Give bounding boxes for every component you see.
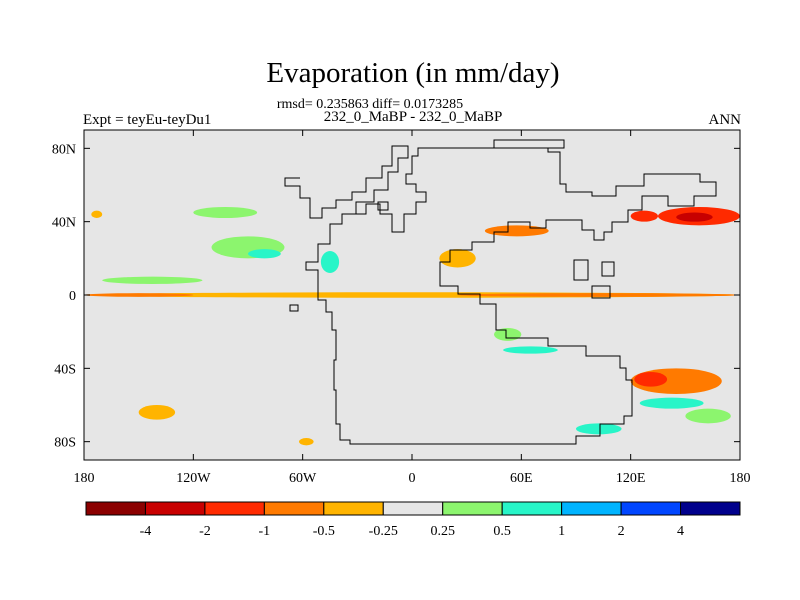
anomaly-region-6 bbox=[248, 249, 281, 259]
y-tick-label-0: 80N bbox=[52, 142, 76, 157]
x-tick-label-3: 0 bbox=[409, 471, 416, 486]
x-tick-label-2: 60W bbox=[289, 471, 317, 486]
anomaly-region-16 bbox=[576, 423, 622, 435]
chart-title: Evaporation (in mm/day) bbox=[266, 57, 559, 89]
colorbar-box-10 bbox=[680, 501, 741, 516]
colorbar-box-4 bbox=[323, 501, 384, 516]
coastline-island-c bbox=[573, 259, 589, 281]
anomaly-region-3 bbox=[102, 276, 203, 285]
x-tick-label-1: 120W bbox=[176, 471, 211, 486]
colorbar-box-9 bbox=[620, 501, 682, 516]
colorbar-label-1: -2 bbox=[199, 524, 211, 539]
colorbar-box-5 bbox=[382, 501, 444, 516]
x-axis: 180 120W 60W 0 60E 120E 180 bbox=[74, 130, 751, 486]
anomaly-region-11 bbox=[630, 210, 658, 222]
colorbar-label-7: 1 bbox=[558, 524, 565, 539]
y-tick-label-1: 40N bbox=[52, 216, 76, 231]
colorbar-box-8 bbox=[561, 501, 622, 516]
colorbar-box-7 bbox=[501, 501, 563, 516]
colorbar-label-5: 0.25 bbox=[430, 524, 455, 539]
anomaly-region-2 bbox=[457, 293, 740, 297]
x-tick-label-0: 180 bbox=[74, 471, 95, 486]
colorbar-label-6: 0.5 bbox=[493, 524, 511, 539]
colorbar-box-3 bbox=[263, 501, 325, 516]
colorbar-box-0 bbox=[85, 501, 146, 516]
colorbar-label-9: 4 bbox=[677, 524, 684, 539]
coastline-island-e bbox=[377, 201, 389, 211]
coastline-island-b bbox=[591, 285, 611, 299]
stats-label: rmsd= 0.235863 diff= 0.0173285 bbox=[277, 97, 463, 112]
x-tick-label-6: 180 bbox=[730, 471, 751, 486]
coastline-america bbox=[284, 145, 717, 445]
subtitle: 232_0_MaBP - 232_0_MaBP bbox=[324, 109, 503, 125]
anomaly-region-5 bbox=[193, 207, 258, 218]
anomaly-region-14 bbox=[639, 397, 704, 409]
anomaly-region-20 bbox=[503, 346, 558, 354]
anomaly-region-21 bbox=[299, 438, 314, 446]
coastline-island-d bbox=[493, 139, 565, 149]
anomaly-region-8 bbox=[91, 210, 103, 218]
anomaly-region-15 bbox=[685, 408, 731, 424]
y-tick-label-4: 80S bbox=[54, 436, 76, 451]
anomaly-region-10 bbox=[676, 212, 713, 222]
coastline-layer bbox=[284, 139, 717, 445]
anomaly-region-1 bbox=[84, 293, 194, 297]
y-tick-label-2: 0 bbox=[69, 289, 76, 304]
anomaly-region-13 bbox=[634, 372, 668, 387]
colorbar-label-3: -0.5 bbox=[313, 524, 335, 539]
coastline-island-a bbox=[289, 304, 299, 312]
y-tick-label-3: 40S bbox=[54, 362, 76, 377]
colorbar-box-1 bbox=[144, 501, 206, 516]
colorbar: -4 -2 -1 -0.5 -0.25 0.25 0.5 1 2 4 bbox=[85, 501, 741, 539]
colorbar-label-4: -0.25 bbox=[369, 524, 398, 539]
colorbar-label-2: -1 bbox=[259, 524, 271, 539]
anomaly-region-22 bbox=[320, 251, 340, 273]
anomaly-region-7 bbox=[138, 405, 176, 420]
season-label: ANN bbox=[709, 112, 742, 128]
x-tick-label-4: 60E bbox=[510, 471, 533, 486]
experiment-label: Expt = teyEu-teyDu1 bbox=[83, 112, 211, 128]
anomaly-region-18 bbox=[439, 249, 476, 268]
coastline-island-f bbox=[601, 261, 615, 277]
colorbar-label-8: 2 bbox=[618, 524, 625, 539]
colorbar-label-0: -4 bbox=[140, 524, 152, 539]
colorbar-box-2 bbox=[204, 501, 265, 516]
y-axis: 80N 40N 0 40S 80S bbox=[52, 142, 740, 451]
colorbar-box-6 bbox=[442, 501, 503, 516]
x-tick-label-5: 120E bbox=[616, 471, 646, 486]
